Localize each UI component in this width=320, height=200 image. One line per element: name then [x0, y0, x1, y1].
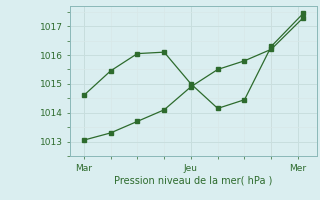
- X-axis label: Pression niveau de la mer( hPa ): Pression niveau de la mer( hPa ): [115, 175, 273, 185]
